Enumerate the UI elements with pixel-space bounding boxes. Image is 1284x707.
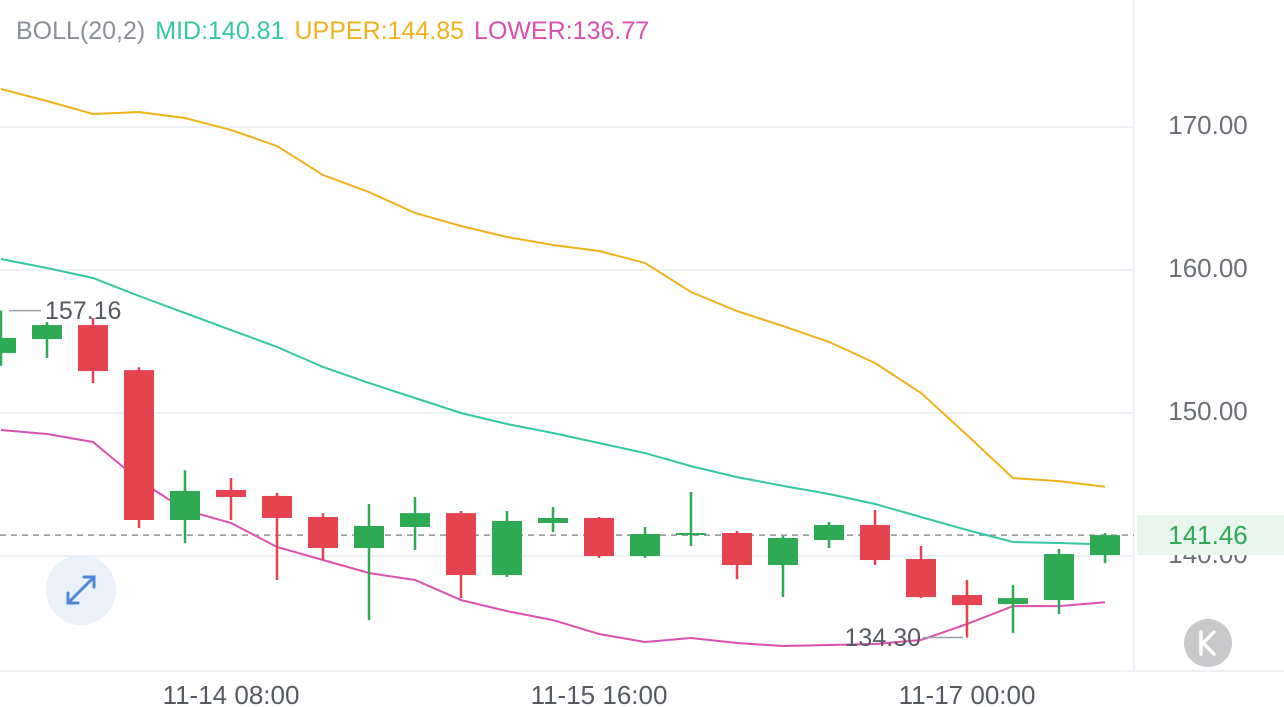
x-tick-label: 11-17 00:00 [899,680,1036,707]
legend: BOLL(20,2) MID:140.81 UPPER:144.85 LOWER:13… [16,17,649,45]
candle-body [400,513,430,527]
low-marker-label: 134.30 [845,624,921,652]
y-tick-label: 170.00 [1168,110,1248,140]
candle-body [538,517,568,523]
indicator-title: BOLL(20,2) [16,17,145,45]
candle-body [676,532,706,535]
back-to-latest-button[interactable] [1184,619,1232,667]
last-price-label: 141.46 [1168,520,1248,550]
candle-body [170,490,200,520]
candle-body [860,524,890,561]
candle-body [446,513,476,576]
candle-body [906,559,936,598]
candles [0,310,1120,638]
band-line [0,258,1106,546]
legend-entry: UPPER:144.85 [295,17,465,45]
candle-body [814,524,844,541]
band-line [0,88,1106,488]
candle-body [78,325,108,371]
candle-body [492,520,522,576]
candle-body [124,370,154,520]
candle-body [584,517,614,557]
candle-body [0,337,16,353]
candle-body [1090,535,1120,556]
legend-entry: LOWER:136.77 [474,17,649,45]
candle-body [308,516,338,549]
y-tick-label: 150.00 [1168,396,1248,426]
candle-body [354,525,384,549]
candle-body [722,532,752,566]
candle-body [1044,554,1074,601]
x-tick-label: 11-14 08:00 [163,680,300,707]
legend-entry: MID:140.81 [155,17,284,45]
last-price-tag [1137,515,1284,556]
candle-body [768,538,798,566]
expand-button[interactable] [46,555,116,625]
candle-body [32,325,62,340]
y-tick-label: 160.00 [1168,253,1248,283]
x-tick-label: 11-15 16:00 [531,680,668,707]
grid [0,125,1134,558]
high-marker-label: 157.16 [45,297,121,325]
candle-body [952,595,982,606]
candle-body [630,533,660,557]
candle-body [216,489,246,497]
candle-body [262,495,292,518]
candle-body [998,598,1028,605]
